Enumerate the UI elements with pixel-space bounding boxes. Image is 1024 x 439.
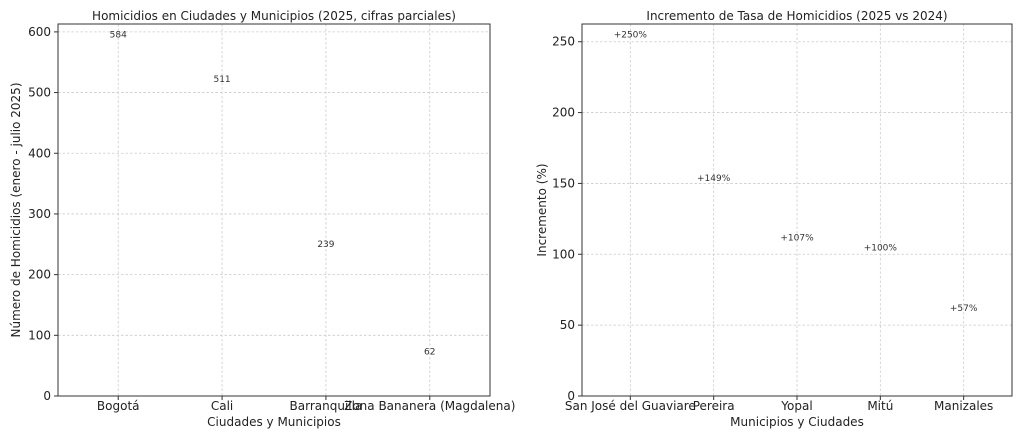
bar-data-label: +100%	[864, 243, 898, 253]
plot-frame	[581, 23, 1013, 397]
y-tick-label: 400	[28, 146, 51, 160]
y-tick-label: 0	[43, 389, 51, 403]
y-tick-label: 500	[28, 86, 51, 100]
plot-frame	[57, 23, 491, 397]
bar-data-label: 62	[424, 347, 435, 357]
y-tick-label: 100	[552, 247, 575, 261]
x-axis-label: Ciudades y Municipios	[207, 415, 341, 429]
y-tick-label: 600	[28, 25, 51, 39]
x-tick-label: Pereira	[693, 399, 735, 413]
x-axis-label: Municipios y Ciudades	[730, 415, 864, 429]
increase-chart: 0 50 100 150 200 250 +250% +149% +107% +100% +57% S…	[535, 9, 1013, 429]
x-tick-label: Yopal	[780, 399, 812, 413]
x-tick-label: Cali	[211, 399, 233, 413]
y-tick-label: 200	[28, 268, 51, 282]
bar-data-label: 584	[110, 31, 127, 41]
y-tick-label: 250	[552, 35, 575, 49]
bar-data-label: 511	[213, 75, 230, 85]
y-tick-label: 200	[552, 106, 575, 120]
y-tick-label: 100	[28, 328, 51, 342]
y-axis-label: Incremento (%)	[535, 163, 549, 256]
bar-data-label: 239	[317, 240, 334, 250]
bar-data-label: +107%	[780, 233, 814, 243]
bar-data-label: +149%	[697, 174, 731, 184]
y-tick-label: 150	[552, 176, 575, 190]
chart-title: Homicidios en Ciudades y Municipios (202…	[92, 9, 456, 23]
x-tick-label: Mitú	[867, 399, 893, 413]
y-tick-label: 0	[567, 389, 575, 403]
bar-data-label: +250%	[614, 31, 648, 41]
y-tick-label: 300	[28, 207, 51, 221]
y-tick-label: 50	[560, 318, 575, 332]
x-tick-label: Barranquilla	[290, 399, 363, 413]
x-tick-label: Zona Bananera (Magdalena)	[344, 399, 515, 413]
x-tick-label: Bogotá	[97, 399, 140, 413]
homicides-chart: 0 100 200 300 400 500 600 584 511 239 62 Bogotá Cali…	[9, 9, 515, 429]
x-tick-label: San José del Guaviare	[565, 399, 696, 413]
chart-title: Incremento de Tasa de Homicidios (2025 v…	[646, 9, 947, 23]
y-axis-label: Número de Homicidios (enero - julio 2025…	[9, 83, 23, 338]
bar-data-label: +57%	[950, 304, 978, 314]
x-tick-label: Manizales	[934, 399, 993, 413]
